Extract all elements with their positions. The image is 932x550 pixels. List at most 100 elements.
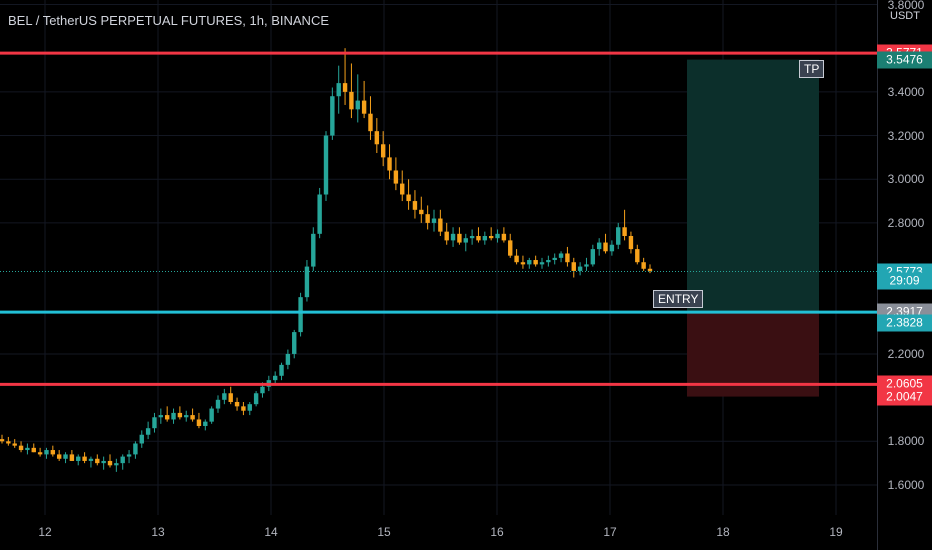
stop-loss-zone (687, 312, 819, 397)
candle-body (152, 417, 157, 429)
candle-body (311, 233, 316, 267)
candle-body (342, 83, 348, 92)
candle-body (425, 214, 430, 223)
price-tick-label: 2.2000 (887, 346, 925, 361)
candle-body (387, 157, 392, 171)
candle-body (285, 353, 291, 365)
price-badge: 3.5476 (877, 51, 932, 69)
candle-body (622, 227, 627, 237)
candle-body (44, 450, 49, 455)
candle-body (120, 456, 125, 464)
candle-body (476, 236, 481, 241)
candle-body (317, 194, 322, 234)
price-tick-label: 3.0000 (887, 172, 925, 187)
time-tick-label: 17 (603, 525, 617, 539)
candle-body (272, 375, 278, 381)
candle-body (336, 83, 341, 97)
candle-body (171, 412, 176, 420)
candle-body (400, 183, 405, 195)
price-tick-label: 3.8000 (887, 0, 925, 12)
candle-body (508, 240, 513, 256)
time-tick-label: 16 (490, 525, 504, 539)
candle-body (641, 262, 646, 269)
candle-body (609, 244, 615, 252)
candle-body (463, 238, 468, 243)
candle-body (412, 201, 418, 210)
candle-body (88, 458, 94, 461)
candle-body (330, 96, 335, 136)
candle-body (298, 297, 303, 333)
time-tick-label: 15 (377, 525, 391, 539)
entry-label[interactable]: ENTRY (653, 290, 704, 309)
candle-body (234, 401, 240, 407)
candle-body (228, 393, 233, 402)
candle-body (184, 415, 189, 418)
candle-body (514, 255, 519, 263)
candle-body (419, 209, 424, 215)
candle-body (196, 419, 202, 427)
candle-body (520, 262, 526, 265)
tp-label[interactable]: TP (799, 59, 825, 78)
candle-body (69, 454, 75, 461)
price-tick-label: 1.6000 (887, 477, 925, 492)
candle-body (565, 253, 570, 263)
price-tick-label: 3.4000 (887, 84, 925, 99)
candle-body (635, 249, 640, 263)
time-tick-label: 18 (716, 525, 730, 539)
candle-body (76, 456, 81, 461)
position-zones (687, 59, 819, 397)
candlestick-series (0, 48, 653, 472)
candle-body (145, 428, 151, 435)
candle-body (533, 260, 538, 265)
candle-body (355, 100, 360, 110)
candle-body (558, 253, 564, 258)
candle-body (584, 264, 589, 267)
candle-body (158, 415, 164, 418)
candle-body (114, 463, 119, 466)
candle-body (164, 415, 170, 420)
candle-body (374, 131, 380, 145)
candle-body (393, 170, 399, 184)
candle-body (482, 236, 488, 241)
candle-body (546, 260, 551, 263)
candle-body (107, 460, 113, 466)
candle-body (260, 386, 265, 394)
candle-body (552, 257, 557, 261)
candle-body (31, 447, 36, 453)
candle-body (133, 443, 138, 455)
candle-body (457, 233, 462, 243)
candle-body (177, 412, 183, 418)
candle-body (56, 454, 62, 459)
candle-body (209, 408, 214, 422)
time-tick-label: 12 (38, 525, 52, 539)
candle-body (488, 236, 494, 239)
candle-body (450, 233, 456, 241)
time-tick-label: 19 (829, 525, 843, 539)
candle-body (628, 236, 634, 250)
time-tick-label: 13 (151, 525, 165, 539)
candle-body (527, 260, 532, 265)
candle-body (501, 233, 507, 241)
price-badge: 29:09 (877, 272, 932, 290)
candle-body (431, 218, 437, 223)
candle-body (616, 227, 621, 245)
candle-body (438, 218, 443, 232)
candle-body (203, 421, 208, 427)
candle-body (25, 447, 30, 451)
candle-body (82, 456, 87, 461)
candle-body (603, 242, 608, 252)
price-tick-label: 3.2000 (887, 128, 925, 143)
candle-body (215, 399, 221, 409)
chart-title: BEL / TetherUS PERPETUAL FUTURES, 1h, BI… (8, 13, 330, 28)
candle-body (361, 100, 367, 114)
candle-body (222, 393, 227, 400)
price-tick-label: 1.8000 (887, 434, 925, 449)
candle-body (253, 393, 259, 405)
candle-body (495, 233, 500, 239)
price-tick-label: 2.8000 (887, 215, 925, 230)
candle-body (444, 231, 449, 241)
time-tick-label: 14 (264, 525, 278, 539)
candle-body (596, 242, 602, 250)
candle-body (368, 113, 373, 132)
